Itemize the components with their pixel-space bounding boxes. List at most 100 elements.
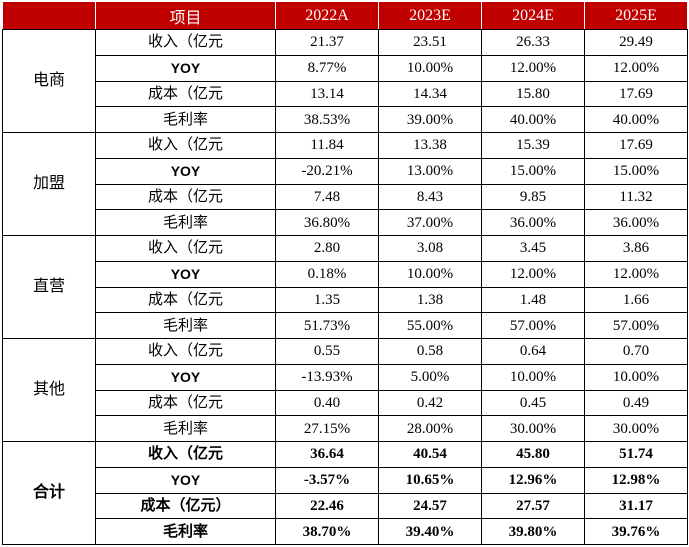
value-cell: 15.00% [584,157,688,185]
header-year: 2022A [275,2,379,30]
value-cell: 36.80% [275,209,379,236]
value-cell: 10.00% [481,363,585,391]
value-cell: 22.46 [275,492,379,520]
value-cell: 17.69 [584,80,688,108]
value-cell: 0.42 [378,389,482,417]
header-blank [2,2,96,30]
table-row: 直营 收入（亿元 2.80 3.08 3.45 3.86 [2,235,688,339]
value-cell: 13.00% [378,157,482,185]
row-label: YOY [95,363,276,391]
value-cell: 0.58 [378,338,482,365]
row-label: 成本（亿元 [95,389,276,417]
value-cell: 13.14 [275,80,379,108]
table-row: 成本（亿元 13.14 14.34 15.80 17.69 [3,80,688,108]
table-row: 毛利率 38.53% 39.00% 40.00% 40.00% [3,106,688,133]
value-cell: 12.96% [481,466,585,494]
table-row: 成本（亿元 1.35 1.38 1.48 1.66 [3,286,688,314]
value-cell: 0.45 [481,389,585,417]
table-row: 成本（亿元 0.40 0.42 0.45 0.49 [3,389,688,417]
table-row: 其他 收入（亿元 0.55 0.58 0.64 0.70 [2,338,688,442]
row-label: 成本（亿元 [95,183,276,211]
table-row: YOY -13.93% 5.00% 10.00% 10.00% [3,363,688,391]
value-cell: 3.08 [378,235,482,262]
table-row: 毛利率 27.15% 28.00% 30.00% 30.00% [3,415,688,442]
value-cell: 12.98% [584,466,688,494]
row-label: YOY [95,466,276,494]
row-label: 成本（亿元 [95,286,276,314]
row-label: 收入（亿元 [95,441,276,468]
value-cell: 2.80 [275,235,379,262]
table-row: 成本（亿元 7.48 8.43 9.85 11.32 [3,183,688,211]
value-cell: 40.54 [378,441,482,468]
row-label: 成本（亿元） [95,492,276,520]
row-label: 毛利率 [95,518,276,545]
value-cell: 3.45 [481,235,585,262]
value-cell: 10.65% [378,466,482,494]
row-label: 收入（亿元 [95,338,276,365]
value-cell: 14.34 [378,80,482,108]
value-cell: 57.00% [481,312,585,339]
row-label: 毛利率 [95,209,276,236]
row-label: YOY [95,54,276,82]
value-cell: 1.48 [481,286,585,314]
value-cell: 8.77% [275,54,379,82]
value-cell: 11.32 [584,183,688,211]
value-cell: 10.00% [378,260,482,288]
table-row: 毛利率 36.80% 37.00% 36.00% 36.00% [3,209,688,236]
value-cell: 0.49 [584,389,688,417]
header-item: 项目 [95,2,276,30]
value-cell: 36.00% [584,209,688,236]
row-label: 毛利率 [95,106,276,133]
value-cell: -3.57% [275,466,379,494]
segment-label: 加盟 [2,132,96,236]
value-cell: 0.64 [481,338,585,365]
value-cell: 12.00% [481,260,585,288]
table-row: YOY 8.77% 10.00% 12.00% 12.00% [3,54,688,82]
value-cell: 7.48 [275,183,379,211]
segment-label: 合计 [2,441,96,545]
value-cell: 0.70 [584,338,688,365]
value-cell: 1.35 [275,286,379,314]
value-cell: 40.00% [481,106,585,133]
segment-label: 直营 [2,235,96,339]
row-label: YOY [95,157,276,185]
row-label: 毛利率 [95,312,276,339]
value-cell: 8.43 [378,183,482,211]
table-row: 毛利率 51.73% 55.00% 57.00% 57.00% [3,312,688,339]
value-cell: 45.80 [481,441,585,468]
value-cell: 37.00% [378,209,482,236]
value-cell: 12.00% [584,54,688,82]
row-label: 收入（亿元 [95,29,276,56]
value-cell: 51.74 [584,441,688,468]
value-cell: 9.85 [481,183,585,211]
value-cell: 24.57 [378,492,482,520]
table-row: 电商 收入（亿元 21.37 23.51 26.33 29.49 [2,29,688,133]
value-cell: 15.39 [481,132,585,159]
value-cell: 31.17 [584,492,688,520]
value-cell: 38.70% [275,518,379,545]
table-row: 成本（亿元） 22.46 24.57 27.57 31.17 [3,492,688,520]
value-cell: 10.00% [378,54,482,82]
table-row: 毛利率 38.70% 39.40% 39.80% 39.76% [3,518,688,545]
value-cell: 1.38 [378,286,482,314]
value-cell: 27.57 [481,492,585,520]
table-row: YOY -3.57% 10.65% 12.96% 12.98% [3,466,688,494]
value-cell: 11.84 [275,132,379,159]
header-year: 2024E [481,2,585,30]
table-row: YOY -20.21% 13.00% 15.00% 15.00% [3,157,688,185]
row-label: 收入（亿元 [95,132,276,159]
value-cell: 39.00% [378,106,482,133]
value-cell: 39.76% [584,518,688,545]
row-label: YOY [95,260,276,288]
value-cell: 55.00% [378,312,482,339]
segment-label: 其他 [2,338,96,442]
value-cell: 30.00% [584,415,688,442]
table-row: YOY 0.18% 10.00% 12.00% 12.00% [3,260,688,288]
value-cell: 38.53% [275,106,379,133]
segment-label: 电商 [2,29,96,133]
value-cell: 17.69 [584,132,688,159]
value-cell: 36.00% [481,209,585,236]
value-cell: 15.00% [481,157,585,185]
value-cell: 51.73% [275,312,379,339]
